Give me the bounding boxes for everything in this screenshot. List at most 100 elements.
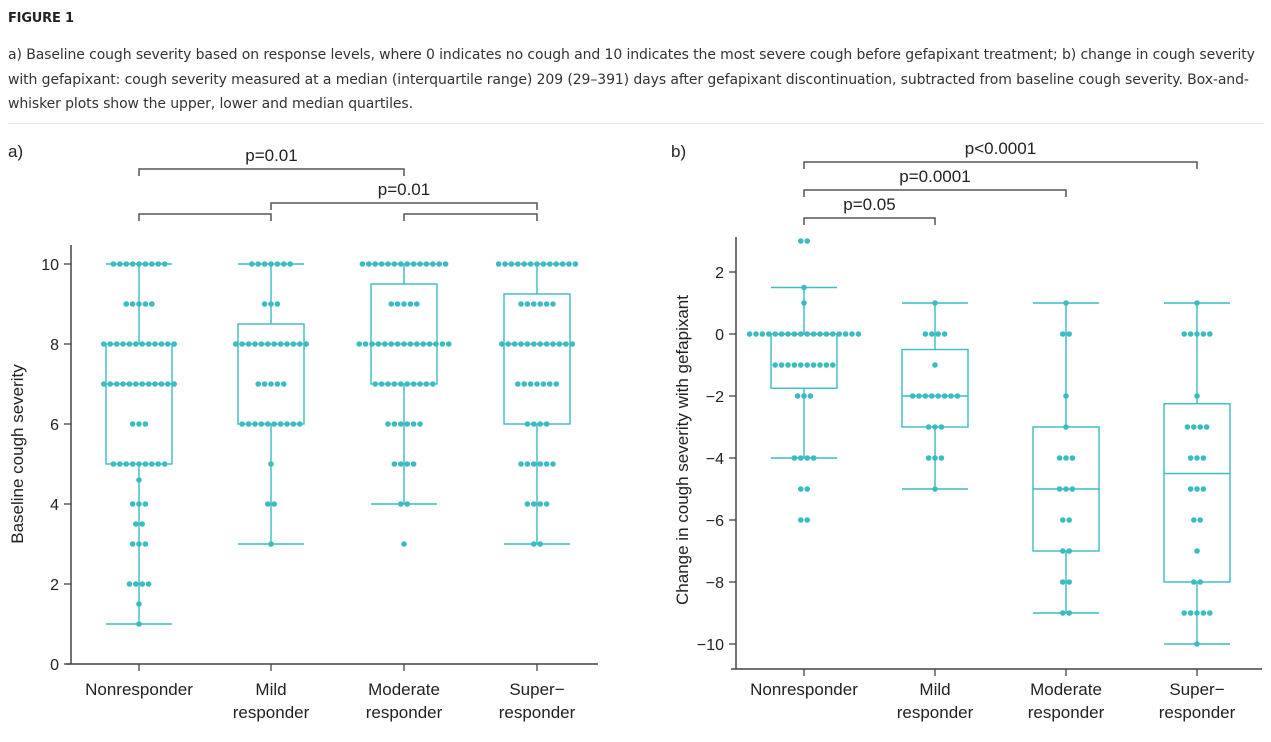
data-point (410, 261, 417, 267)
data-point (417, 261, 423, 267)
y-tick-label: 6 (50, 417, 59, 434)
data-point (798, 517, 804, 523)
data-point (537, 421, 543, 427)
panel-b-y-axis-label: Change in cough severity with gefapixant (673, 295, 692, 605)
data-point (113, 381, 120, 387)
data-point (129, 501, 136, 507)
data-point (766, 331, 772, 337)
data-point (133, 521, 139, 527)
data-point (938, 455, 945, 461)
data-point (569, 341, 575, 347)
data-point (922, 393, 929, 399)
data-point (791, 362, 798, 368)
data-point (1187, 331, 1194, 337)
data-point (810, 331, 817, 337)
data-point (398, 421, 404, 427)
y-tick-label: −2 (706, 389, 724, 406)
data-point (271, 421, 278, 427)
data-point (817, 331, 823, 337)
data-point (1187, 455, 1194, 461)
data-point (139, 341, 145, 347)
x-tick-label: responder (233, 703, 310, 722)
data-point (772, 331, 778, 337)
data-point (158, 381, 165, 387)
data-point (442, 261, 449, 267)
data-point (261, 301, 268, 307)
panel-a: a) Baseline cough severity 0 2 4 6 8 10 Nonres… (8, 142, 598, 722)
data-point (297, 341, 303, 347)
data-point (515, 381, 521, 387)
data-point (398, 381, 404, 387)
data-point (129, 541, 136, 547)
data-point (1194, 641, 1200, 647)
data-point (932, 424, 938, 430)
data-point (543, 301, 550, 307)
data-point (110, 461, 117, 467)
data-point (559, 261, 566, 267)
data-point (149, 461, 155, 467)
data-point (1203, 424, 1210, 430)
significance-bracket (270, 202, 538, 210)
data-point (274, 301, 281, 307)
data-point (410, 381, 417, 387)
data-point (518, 341, 524, 347)
data-point (1069, 486, 1076, 492)
data-point (1181, 331, 1187, 337)
data-point (1197, 579, 1203, 585)
data-point (401, 541, 407, 547)
data-point (430, 381, 436, 387)
data-point (385, 421, 391, 427)
data-point (366, 261, 372, 267)
data-point (1194, 455, 1200, 461)
data-point (804, 486, 810, 492)
data-point (152, 341, 158, 347)
data-point (537, 541, 543, 547)
data-point (394, 341, 401, 347)
data-point (540, 381, 547, 387)
data-point (531, 461, 537, 467)
data-point (515, 261, 521, 267)
iqr-box (237, 323, 305, 425)
data-point (123, 461, 129, 467)
data-point (941, 331, 948, 337)
significance-bracket (803, 161, 1198, 169)
data-point (297, 421, 303, 427)
data-point (807, 393, 814, 399)
x-tick-label: Nonresponder (85, 680, 193, 699)
data-point (258, 421, 265, 427)
box-b-0 (770, 286, 838, 459)
data-point (233, 341, 239, 347)
data-point (534, 261, 540, 267)
data-point (287, 261, 294, 267)
data-point (271, 501, 278, 507)
data-point (778, 362, 785, 368)
data-point (252, 341, 258, 347)
data-point (1187, 486, 1194, 492)
data-point (401, 341, 407, 347)
data-point (1063, 393, 1069, 399)
data-point (543, 501, 550, 507)
x-tick-label: responder (1159, 703, 1236, 722)
data-point (1060, 517, 1066, 523)
x-tick-label: Super− (1169, 680, 1224, 699)
data-point (531, 421, 537, 427)
data-point (817, 362, 823, 368)
data-point (436, 261, 443, 267)
data-point (798, 331, 804, 337)
data-point (527, 261, 534, 267)
data-point (369, 341, 375, 347)
data-point (117, 261, 123, 267)
data-point (107, 341, 113, 347)
data-point (101, 341, 107, 347)
data-point (129, 261, 136, 267)
y-tick-label: 4 (50, 497, 59, 514)
data-point (110, 261, 117, 267)
data-point (268, 381, 274, 387)
data-point (123, 261, 129, 267)
data-point (823, 331, 830, 337)
iqr-box (770, 333, 838, 389)
iqr-box (1163, 403, 1231, 583)
data-point (385, 381, 391, 387)
data-point (274, 261, 281, 267)
data-point (798, 362, 804, 368)
